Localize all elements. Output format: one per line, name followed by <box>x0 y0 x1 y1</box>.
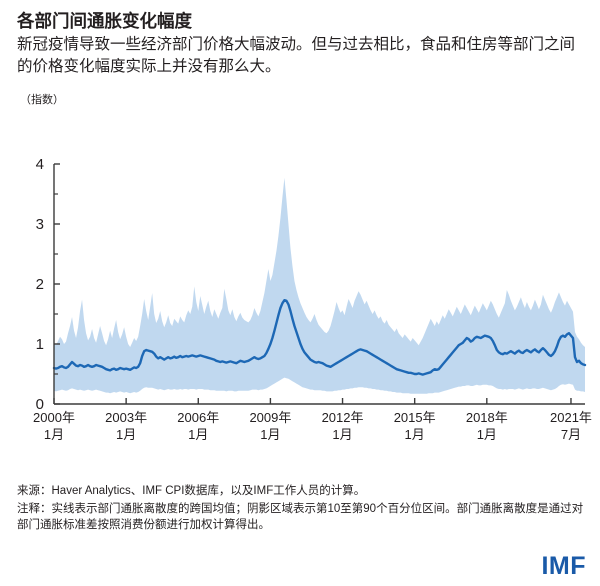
percentile-band <box>54 177 585 394</box>
x-tick-year: 2000年 <box>33 410 75 425</box>
x-tick-year: 2015年 <box>393 410 436 425</box>
mean-line <box>52 299 587 376</box>
x-axis-tick-label: 2015年 1月 <box>380 409 450 443</box>
x-tick-year: 2009年 <box>249 410 292 425</box>
x-axis-tick-label: 2003年 1月 <box>91 409 161 443</box>
x-tick-month: 7月 <box>560 427 582 442</box>
explanatory-note: 注释：实线表示部门通胀离散度的跨国均值；阴影区域表示第10至第90个百分位区间。… <box>17 502 584 532</box>
x-axis-tick-label: 2000年 1月 <box>19 409 89 443</box>
chart-area: 0 1 2 3 4 <box>0 150 600 420</box>
x-tick-month: 1月 <box>188 427 209 442</box>
x-tick-year: 2021年 <box>550 410 592 425</box>
x-tick-year: 2006年 <box>177 410 220 425</box>
x-axis-tick-label: 2018年 1月 <box>452 409 522 443</box>
svg-text:0: 0 <box>36 396 44 413</box>
svg-text:1: 1 <box>36 336 44 353</box>
chart-axes <box>53 163 585 405</box>
source-note: 来源：Haver Analytics、IMF CPI数据库，以及IMF工作人员的… <box>17 485 366 497</box>
page-title: 各部门间通胀变化幅度 <box>17 11 192 31</box>
x-tick-year: 2003年 <box>105 410 148 425</box>
x-tick-month: 1月 <box>332 427 353 442</box>
x-tick-month: 1月 <box>116 427 137 442</box>
x-tick-month: 1月 <box>260 427 281 442</box>
svg-text:2: 2 <box>36 276 44 293</box>
x-axis-tick-label: 2021年 7月 <box>536 409 600 443</box>
y-axis-tick-labels: 0 1 2 3 4 <box>36 156 44 413</box>
x-tick-month: 1月 <box>476 427 497 442</box>
imf-logo: IMF <box>541 552 586 580</box>
svg-text:4: 4 <box>36 156 44 173</box>
x-tick-month: 1月 <box>43 427 65 442</box>
x-axis-tick-label: 2009年 1月 <box>235 409 305 443</box>
svg-text:3: 3 <box>36 216 44 233</box>
x-axis-tick-labels: 2000年 1月 2003年 1月 2006年 1月 2009年 1月 2012年 1月 2015年… <box>0 409 600 453</box>
y-axis-units-label: （指数） <box>20 94 64 106</box>
x-axis-tick-label: 2006年 1月 <box>163 409 233 443</box>
x-axis-tick-label: 2012年 1月 <box>308 409 378 443</box>
chart-footnotes: 来源：Haver Analytics、IMF CPI数据库，以及IMF工作人员的… <box>17 483 587 534</box>
page-subtitle: 新冠疫情导致一些经济部门价格大幅波动。但与过去相比，食品和住房等部门之间的价格变… <box>17 36 576 75</box>
inflation-dispersion-chart: 0 1 2 3 4 <box>36 156 587 413</box>
x-tick-year: 2018年 <box>465 410 508 425</box>
x-tick-month: 1月 <box>404 427 425 442</box>
x-tick-year: 2012年 <box>321 410 364 425</box>
